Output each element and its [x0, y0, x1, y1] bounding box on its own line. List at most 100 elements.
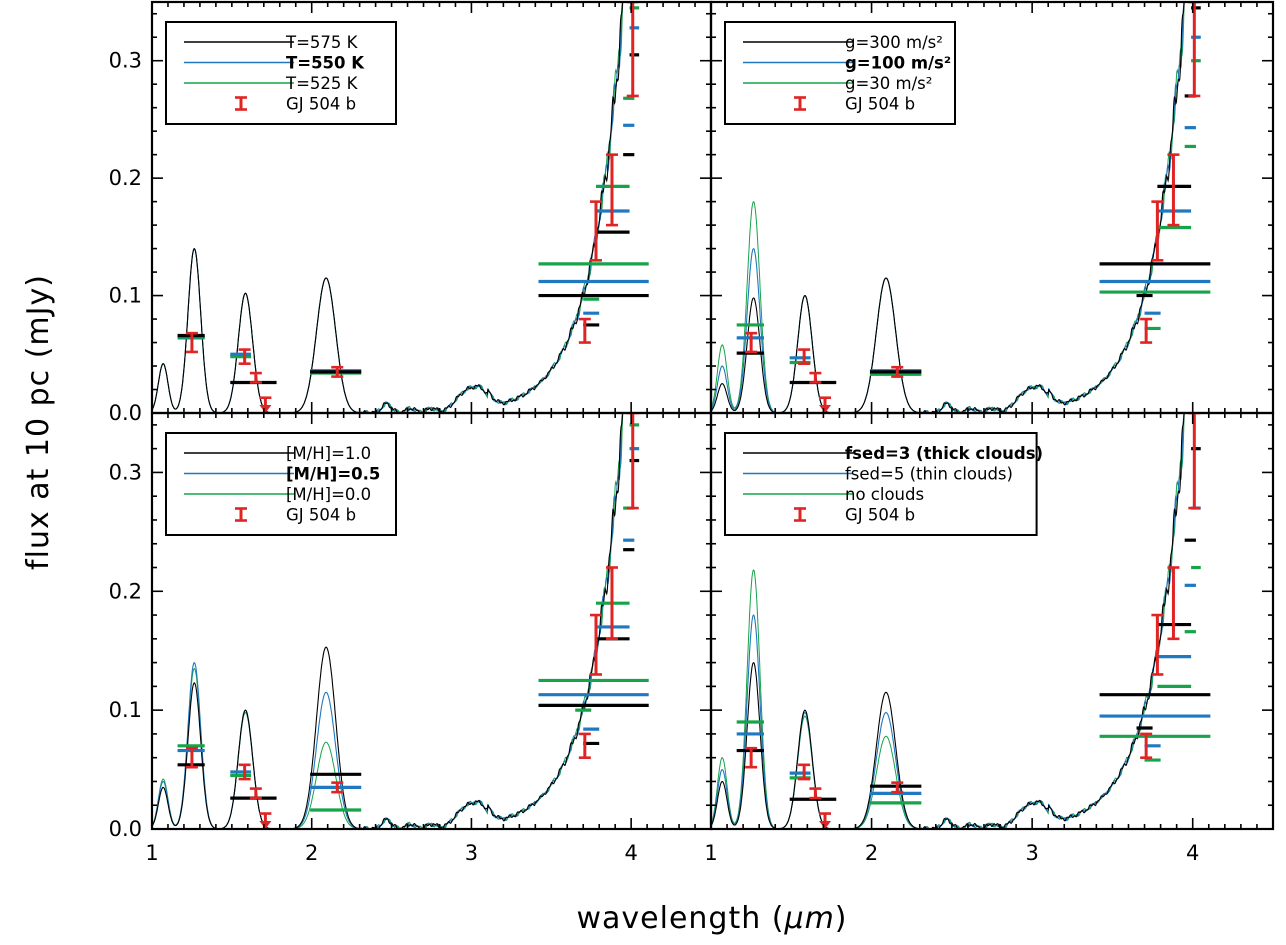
- x-tick-label: 1: [145, 841, 158, 865]
- x-tick-label: 2: [865, 841, 878, 865]
- observation-point: [578, 317, 591, 344]
- legend-label: [M/H]=0.0: [286, 485, 371, 504]
- legend: T=575 K T=550 KT=525 K GJ 504 b: [165, 21, 397, 125]
- legend-label: [M/H]=0.5: [286, 465, 380, 484]
- legend-label: GJ 504 b: [286, 506, 356, 525]
- plot-area: [152, 2, 649, 413]
- observations: [745, 2, 1201, 413]
- observation-point: [1188, 413, 1201, 510]
- obs-upper-limit-arrow: [259, 821, 272, 829]
- obs-upper-limit-arrow: [259, 405, 272, 413]
- observation-point: [745, 746, 758, 769]
- legend: g=300 m/s² g=100 m/s²g=30 m/s² GJ 504 b: [724, 21, 956, 125]
- observation-point: [238, 348, 251, 365]
- y-tick-label: 0.3: [109, 460, 142, 484]
- legend-label: T=525 K: [285, 74, 359, 93]
- x-axis-label-unit: μm: [783, 901, 834, 936]
- spectra: [711, 413, 1185, 829]
- panel-bottom-left: 0.0 0.1 0.2 0.3 1 2 3 4 [M/H]=1.0 [M/H]=0.5[M/H]=…: [109, 411, 713, 865]
- legend-box: [165, 21, 397, 125]
- band-fluxes: [177, 6, 649, 385]
- observation-point: [626, 2, 639, 98]
- observations: [745, 413, 1201, 829]
- observation-point: [809, 371, 822, 384]
- x-tick-label: 3: [1025, 841, 1038, 865]
- panel-bottom-right: 1 2 3 4 fsed=3 (thick clouds) fsed=5 (thin cl…: [704, 411, 1275, 865]
- panel-top-right: g=300 m/s² g=100 m/s²g=30 m/s² GJ 504 b: [709, 0, 1275, 415]
- observation-point: [798, 763, 811, 781]
- observation-point: [238, 763, 251, 781]
- y-tick-label: 0.0: [109, 401, 142, 425]
- observation-point: [1140, 317, 1153, 344]
- observation-point: [259, 812, 272, 829]
- observation-point: [1140, 732, 1153, 759]
- x-tick-label: 1: [704, 841, 717, 865]
- observation-point: [626, 413, 639, 510]
- x-tick-label: 4: [1186, 841, 1199, 865]
- observation-point: [185, 331, 198, 354]
- obs-upper-limit-arrow: [819, 821, 832, 829]
- observation-point: [331, 781, 344, 794]
- y-tick-label: 0.1: [109, 284, 142, 308]
- observations: [185, 2, 639, 413]
- observation-point: [891, 781, 904, 794]
- legend-label: GJ 504 b: [286, 95, 356, 114]
- legend-box: [165, 432, 397, 536]
- spectrum-model_a: [711, 413, 1185, 829]
- observation-point: [745, 331, 758, 354]
- x-axis-label: wavelength (μm): [576, 901, 847, 936]
- legend-label: g=300 m/s²: [845, 33, 943, 52]
- observation-point: [578, 732, 591, 759]
- y-tick-label: 0.0: [109, 817, 142, 841]
- observation-point: [605, 566, 618, 641]
- legend: fsed=3 (thick clouds) fsed=5 (thin clouds…: [724, 432, 1043, 536]
- y-tick-label: 0.2: [109, 166, 142, 190]
- spectrum-model_a: [152, 2, 624, 413]
- x-tick-label: 3: [465, 841, 478, 865]
- panel-frame: [709, 411, 1275, 831]
- observation-point: [1167, 153, 1180, 227]
- y-axis-label: flux at 10 pc (mJy): [21, 274, 56, 570]
- legend-label: GJ 504 b: [845, 95, 915, 114]
- observation-point: [1167, 566, 1180, 641]
- observation-point: [605, 153, 618, 227]
- x-tick-label: 4: [624, 841, 637, 865]
- legend-box: [724, 21, 956, 125]
- spectra: [152, 2, 624, 413]
- plot-area: [711, 2, 1211, 413]
- y-tick-label: 0.2: [109, 579, 142, 603]
- observation-point: [331, 365, 344, 378]
- observation-point: [798, 348, 811, 365]
- legend-label: T=550 K: [286, 54, 365, 73]
- legend-label: fsed=3 (thick clouds): [845, 444, 1043, 463]
- observation-point: [249, 787, 262, 800]
- observation-point: [590, 613, 603, 676]
- legend-label: fsed=5 (thin clouds): [845, 465, 1013, 484]
- observation-point: [590, 200, 603, 262]
- panels-group: 0.0 0.1 0.2 0.3 T=575 K T=550 KT=525 K GJ 504 …: [109, 0, 1275, 865]
- plot-area: [711, 413, 1211, 829]
- observation-point: [1151, 613, 1164, 676]
- observation-point: [185, 746, 198, 769]
- x-axis-label-prefix: wavelength (: [576, 901, 784, 936]
- obs-upper-limit-arrow: [819, 405, 832, 413]
- legend-box: [724, 432, 1038, 536]
- x-axis-label-suffix: ): [835, 901, 848, 936]
- legend-label: no clouds: [845, 485, 924, 504]
- ticks: [151, 2, 712, 414]
- legend-label: g=100 m/s²: [845, 54, 951, 73]
- ticks: [710, 413, 1274, 830]
- y-tick-label: 0.3: [109, 49, 142, 73]
- observation-point: [249, 371, 262, 384]
- legend: [M/H]=1.0 [M/H]=0.5[M/H]=0.0 GJ 504 b: [165, 432, 397, 536]
- observation-point: [1188, 2, 1201, 98]
- legend-label: [M/H]=1.0: [286, 444, 371, 463]
- observations: [185, 413, 639, 829]
- legend-label: T=575 K: [285, 33, 359, 52]
- ticks: [151, 413, 712, 830]
- legend-label: g=30 m/s²: [845, 74, 932, 93]
- band-fluxes: [736, 6, 1211, 385]
- spectrum-model_a: [152, 413, 624, 829]
- observation-point: [259, 396, 272, 413]
